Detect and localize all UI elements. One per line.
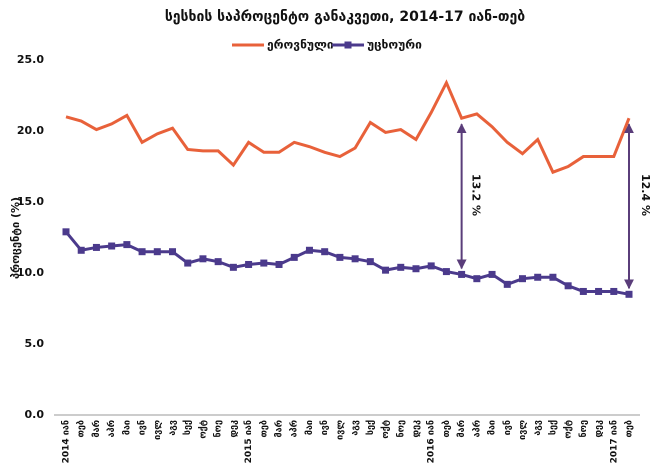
point xyxy=(245,260,253,268)
x-tick-label: თებ xyxy=(625,420,635,438)
x-tick-label: ნოე xyxy=(579,420,589,437)
point xyxy=(397,263,405,271)
x-tick-label: ოქტ xyxy=(381,420,391,439)
point xyxy=(305,246,313,254)
y-axis-label: პროცენტი (%) xyxy=(9,197,22,279)
point xyxy=(153,248,161,256)
point xyxy=(351,255,359,263)
x-tick-label: მაი xyxy=(122,420,132,435)
x-tick-label: აპრ xyxy=(289,420,300,437)
y-tick-label: 20.0 xyxy=(17,124,44,137)
point xyxy=(579,287,587,295)
point xyxy=(366,258,374,266)
x-tick-label: აგვ xyxy=(533,420,543,436)
point xyxy=(229,263,237,271)
point xyxy=(473,275,481,283)
y-tick-label: 15.0 xyxy=(17,195,44,208)
y-tick-label: 25.0 xyxy=(17,53,44,66)
point xyxy=(92,243,100,251)
point xyxy=(442,268,450,276)
point xyxy=(427,262,435,270)
point xyxy=(336,253,344,261)
x-tick-label: თებ xyxy=(259,420,269,438)
y-tick-label: 10.0 xyxy=(17,266,44,279)
x-tick-label: ივნ xyxy=(138,420,148,435)
point xyxy=(290,253,298,261)
point xyxy=(321,248,329,256)
point xyxy=(108,242,116,250)
x-tick-label: აგვ xyxy=(168,420,178,436)
x-tick-label: სექ xyxy=(366,420,376,435)
x-tick-label: ოქტ xyxy=(198,420,208,439)
chart-title: სესხის საპროცენტო განაკვეთი, 2014-17 იან… xyxy=(165,9,525,25)
annotation-label: 13.2 % xyxy=(470,174,483,216)
point xyxy=(214,258,222,266)
legend-marker xyxy=(344,41,352,49)
point xyxy=(549,273,557,281)
point xyxy=(534,273,542,281)
x-tick-label: 2017 იან xyxy=(609,420,619,463)
legend-label: უცხოური xyxy=(367,38,422,52)
x-tick-label: მაი xyxy=(305,420,315,435)
point xyxy=(625,290,633,298)
point xyxy=(275,260,283,268)
x-tick-label: დეკ xyxy=(411,420,421,438)
point xyxy=(518,275,526,283)
x-tick-label: 2014 იან xyxy=(62,420,72,463)
x-tick-label: სექ xyxy=(548,420,558,435)
x-tick-label: ნოე xyxy=(396,420,406,437)
x-tick-label: აპრ xyxy=(471,420,482,437)
series-line xyxy=(65,79,631,175)
point xyxy=(595,287,603,295)
point xyxy=(458,270,466,278)
x-tick-label: მარ xyxy=(456,420,467,438)
point xyxy=(260,259,268,267)
point xyxy=(488,270,496,278)
x-tick-label: დეკ xyxy=(594,420,604,438)
point xyxy=(184,259,192,267)
x-tick-label: 2016 იან xyxy=(427,420,437,463)
x-tick-label: 2015 იან xyxy=(244,420,254,463)
point xyxy=(564,282,572,290)
x-tick-label: აპრ xyxy=(106,420,117,437)
x-tick-label: ნოე xyxy=(214,420,224,437)
x-tick-label: სექ xyxy=(183,420,193,435)
x-tick-label: ოქტ xyxy=(564,420,574,439)
x-tick-label: ივნ xyxy=(503,420,513,435)
point xyxy=(382,266,390,274)
legend-label: ეროვნული xyxy=(267,38,334,52)
y-tick-label: 0.0 xyxy=(25,408,45,421)
series-line xyxy=(64,230,630,296)
point xyxy=(62,228,70,236)
x-tick-label: თებ xyxy=(77,420,87,438)
x-tick-label: ივნ xyxy=(320,420,330,435)
annotation-label: 12.4 % xyxy=(639,174,652,216)
point xyxy=(77,246,85,254)
x-tick-label: დეკ xyxy=(229,420,239,438)
point xyxy=(412,265,420,273)
y-tick-label: 5.0 xyxy=(25,337,45,350)
x-tick-label: მარ xyxy=(274,420,285,438)
x-tick-label: თებ xyxy=(442,420,452,438)
x-tick-label: აგვ xyxy=(351,420,361,436)
point xyxy=(123,241,131,249)
x-tick-label: ივლ xyxy=(518,420,528,440)
x-tick-label: მაი xyxy=(488,420,498,435)
point xyxy=(169,248,177,256)
point xyxy=(610,287,618,295)
point xyxy=(503,280,511,288)
point xyxy=(199,255,207,263)
x-tick-label: ივლ xyxy=(335,420,345,440)
point xyxy=(138,248,146,256)
x-tick-label: მარ xyxy=(91,420,102,438)
x-tick-label: ივლ xyxy=(153,420,163,440)
